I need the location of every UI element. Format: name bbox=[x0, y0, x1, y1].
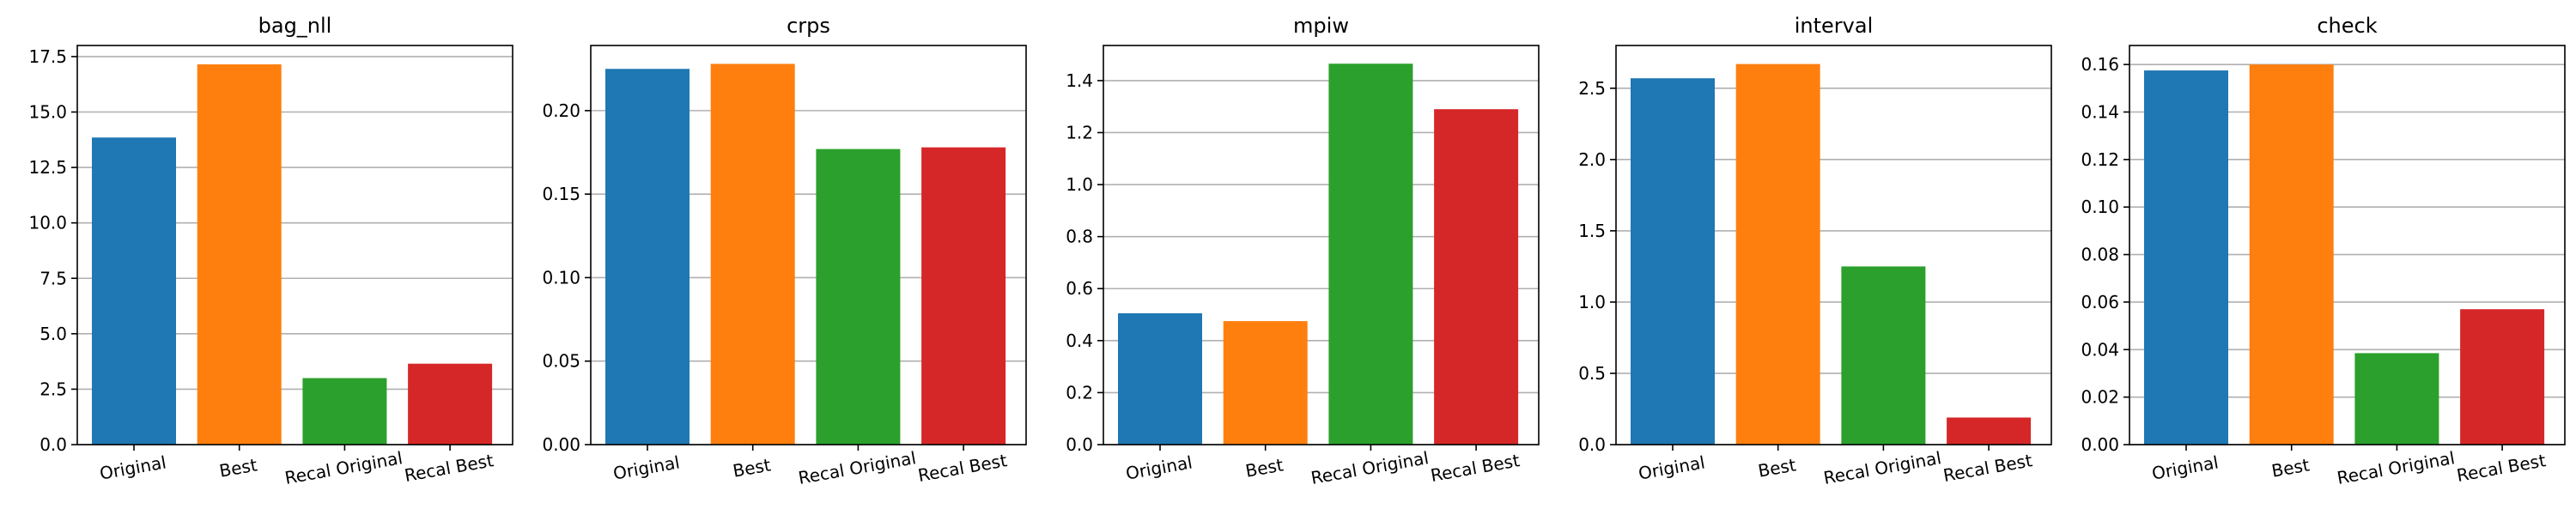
bar-recal-best bbox=[1947, 417, 2032, 445]
y-tick-label: 0.10 bbox=[542, 267, 580, 288]
panel-title: bag_nll bbox=[258, 14, 332, 38]
y-tick-label: 0.2 bbox=[1066, 382, 1093, 403]
axes-frame bbox=[1615, 45, 2052, 445]
y-tick-label: 0.00 bbox=[2081, 434, 2119, 455]
bar-best bbox=[710, 64, 795, 445]
bar-original bbox=[605, 69, 690, 445]
y-tick-label: 5.0 bbox=[39, 324, 67, 344]
y-tick-label: 0.00 bbox=[542, 434, 580, 455]
bar-recal-best bbox=[2460, 309, 2545, 445]
y-tick-label: 1.4 bbox=[1066, 70, 1093, 91]
y-tick-label: 7.5 bbox=[39, 268, 67, 288]
y-tick-label: 0.5 bbox=[1578, 363, 1606, 384]
bar-original bbox=[1118, 313, 1202, 445]
y-tick-label: 0.05 bbox=[542, 351, 580, 372]
bar-best bbox=[1223, 321, 1308, 445]
bar-best bbox=[197, 64, 282, 445]
bar-recal-original bbox=[302, 378, 387, 445]
bar-recal-best bbox=[408, 363, 493, 445]
axes-frame bbox=[590, 45, 1027, 445]
y-tick-label: 0.0 bbox=[39, 434, 67, 455]
y-tick-label: 2.0 bbox=[1578, 149, 1606, 170]
axes-frame bbox=[1103, 45, 1540, 445]
panel-title: check bbox=[2317, 14, 2377, 38]
y-tick-label: 0.04 bbox=[2081, 339, 2119, 360]
y-tick-label: 0.4 bbox=[1066, 330, 1093, 351]
y-tick-label: 15.0 bbox=[28, 102, 67, 123]
y-tick-label: 0.02 bbox=[2081, 387, 2119, 408]
y-tick-label: 0.15 bbox=[542, 184, 580, 204]
y-tick-label: 1.0 bbox=[1066, 174, 1093, 195]
y-tick-label: 0.14 bbox=[2081, 102, 2119, 123]
bar-recal-original bbox=[816, 148, 901, 445]
bar-original bbox=[92, 137, 176, 445]
y-tick-label: 0.0 bbox=[1578, 434, 1606, 455]
y-tick-label: 2.5 bbox=[39, 379, 67, 399]
y-tick-label: 1.5 bbox=[1578, 221, 1606, 241]
panel-title: interval bbox=[1795, 14, 1874, 38]
y-tick-label: 12.5 bbox=[28, 157, 67, 178]
y-tick-label: 0.08 bbox=[2081, 245, 2119, 265]
axes-frame bbox=[2129, 45, 2566, 445]
y-tick-label: 1.2 bbox=[1066, 122, 1093, 142]
y-tick-label: 2.5 bbox=[1578, 78, 1606, 99]
bar-recal-best bbox=[1434, 109, 1519, 445]
y-tick-label: 0.12 bbox=[2081, 149, 2119, 170]
bar-recal-original bbox=[1328, 64, 1413, 445]
y-tick-label: 17.5 bbox=[28, 46, 67, 67]
bar-original bbox=[1631, 78, 1715, 445]
bar-recal-best bbox=[921, 147, 1006, 445]
bar-best bbox=[1735, 64, 1820, 445]
y-tick-label: 0.8 bbox=[1066, 227, 1093, 247]
bar-best bbox=[2249, 64, 2334, 445]
y-tick-label: 0.6 bbox=[1066, 278, 1093, 299]
y-tick-label: 1.0 bbox=[1578, 292, 1606, 312]
y-tick-label: 0.06 bbox=[2081, 292, 2119, 312]
panel-title: mpiw bbox=[1293, 14, 1349, 38]
y-tick-label: 0.10 bbox=[2081, 197, 2119, 217]
bar-original bbox=[2144, 70, 2228, 445]
axes-frame bbox=[76, 45, 513, 445]
panel-title: crps bbox=[787, 14, 830, 38]
y-tick-label: 0.16 bbox=[2081, 54, 2119, 75]
y-tick-label: 0.0 bbox=[1066, 434, 1093, 455]
bar-recal-original bbox=[2354, 353, 2439, 445]
bar-recal-original bbox=[1841, 266, 1926, 445]
y-tick-label: 0.20 bbox=[542, 100, 580, 121]
y-tick-label: 10.0 bbox=[28, 213, 67, 233]
